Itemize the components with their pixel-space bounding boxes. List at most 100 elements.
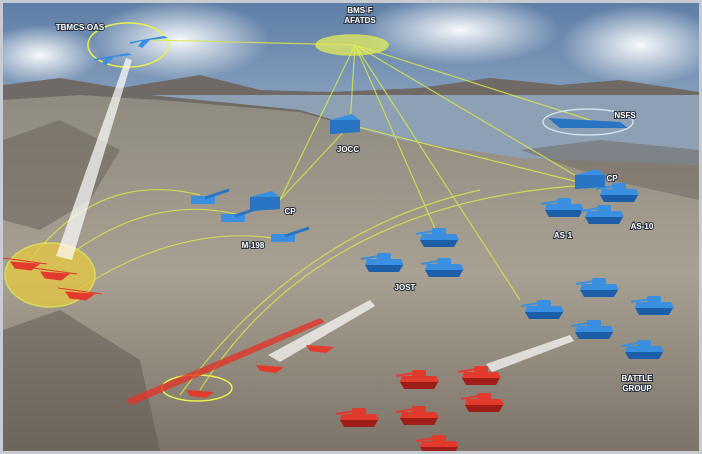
- tank: [462, 378, 500, 385]
- node-label: AS-10: [631, 222, 654, 231]
- tank: [457, 368, 477, 373]
- helicopter: [186, 390, 214, 398]
- tank: [420, 260, 440, 265]
- tank: [597, 205, 611, 212]
- tank: [545, 204, 584, 210]
- tank: [365, 259, 404, 265]
- tank: [420, 441, 459, 447]
- helicopter: [256, 365, 284, 373]
- node-label: JOST: [395, 283, 416, 292]
- artillery: [284, 226, 310, 238]
- tank: [580, 207, 600, 212]
- artillery: [204, 188, 230, 200]
- tank: [525, 306, 564, 312]
- sensor-beams: [56, 58, 574, 372]
- tank: [585, 211, 624, 217]
- tank: [580, 284, 619, 290]
- units: [2, 36, 674, 454]
- tank: [437, 258, 451, 265]
- tank: [365, 265, 403, 272]
- tank: [352, 408, 366, 415]
- tank: [595, 185, 615, 190]
- tank: [600, 189, 639, 195]
- node-label: TBMCS-OAS: [56, 23, 105, 32]
- tank: [587, 320, 601, 327]
- node-label: CP: [606, 174, 618, 183]
- tank: [557, 198, 571, 205]
- tank: [612, 183, 626, 190]
- tank: [360, 255, 380, 260]
- tank: [474, 366, 488, 373]
- artillery: [191, 196, 215, 204]
- node-label: M-198: [242, 241, 265, 250]
- tank: [637, 340, 651, 347]
- tank: [465, 399, 504, 405]
- tank: [465, 405, 503, 412]
- tank: [340, 414, 379, 420]
- tank: [420, 234, 459, 240]
- node-label: AFATDS: [344, 16, 376, 25]
- node-label: NSFS: [614, 111, 636, 120]
- tank: [425, 264, 464, 270]
- tank: [630, 298, 650, 303]
- node-label: CP: [284, 207, 296, 216]
- tank: [415, 437, 435, 442]
- node-label: GROUP: [622, 384, 652, 393]
- tank: [377, 253, 391, 260]
- tank: [415, 230, 435, 235]
- tank: [540, 200, 560, 205]
- shelter: [330, 120, 360, 134]
- friendly-line: [125, 318, 325, 405]
- tank: [477, 393, 491, 400]
- tank: [537, 300, 551, 307]
- tank: [340, 420, 378, 427]
- helicopter: [57, 287, 103, 301]
- tank: [400, 418, 438, 425]
- node-label: BATTLE: [622, 374, 654, 383]
- tank: [575, 326, 614, 332]
- tank: [400, 382, 438, 389]
- aircraft: [94, 53, 132, 65]
- tank: [525, 312, 563, 319]
- tank: [400, 376, 439, 382]
- tank: [420, 240, 458, 247]
- tank: [580, 290, 618, 297]
- helicopter: [32, 267, 78, 281]
- tank: [647, 296, 661, 303]
- aircraft: [130, 36, 168, 48]
- tank: [570, 322, 590, 327]
- tank: [575, 332, 613, 339]
- ship: [548, 118, 628, 128]
- node-label: AS-1: [554, 231, 573, 240]
- helicopter: [2, 257, 48, 271]
- tank: [620, 342, 640, 347]
- shelter: [575, 175, 605, 189]
- artillery: [221, 214, 245, 222]
- artillery: [234, 206, 260, 218]
- helicopter: [306, 345, 334, 353]
- tank: [395, 408, 415, 413]
- tank: [460, 395, 480, 400]
- tank: [635, 302, 674, 308]
- labels: TBMCS-OAS BMS-F AFATDS NSFS JOCC CP CP A…: [55, 5, 655, 394]
- tank: [635, 308, 673, 315]
- tank: [545, 210, 583, 217]
- node-label: BMS-F: [347, 6, 372, 15]
- tank: [592, 278, 606, 285]
- tank: [412, 370, 426, 377]
- artillery: [271, 234, 295, 242]
- tank: [400, 412, 439, 418]
- tank: [520, 302, 540, 307]
- tank: [432, 228, 446, 235]
- tank: [462, 372, 501, 378]
- tank: [432, 435, 446, 442]
- tank: [335, 410, 355, 415]
- tank: [575, 280, 595, 285]
- tank: [425, 270, 463, 277]
- tank: [412, 406, 426, 413]
- node-label: JOCC: [337, 145, 359, 154]
- tank: [625, 352, 663, 359]
- tank: [600, 195, 638, 202]
